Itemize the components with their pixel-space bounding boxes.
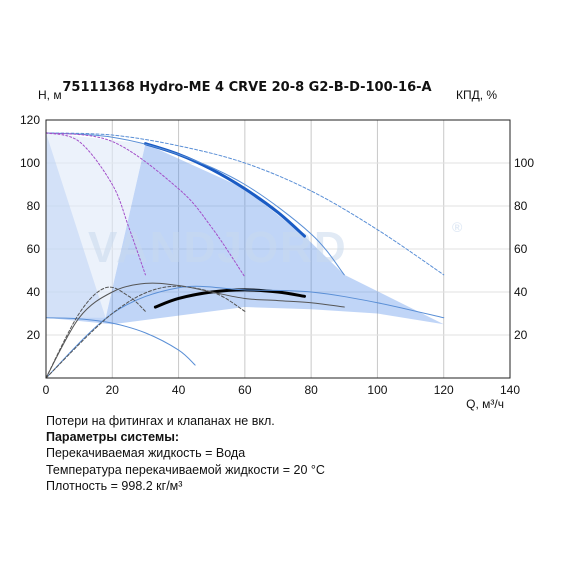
operating-region — [46, 132, 444, 325]
series-speed-curve-2 — [45, 132, 345, 276]
series-efficiency-curve — [153, 288, 307, 309]
note-temperature: Температура перекачиваемой жидкости = 20… — [46, 462, 325, 477]
y2-tick-80: 80 — [514, 199, 528, 213]
y-tick-60: 60 — [27, 242, 41, 256]
series-eff-curve-4 — [45, 285, 246, 379]
y-tick-120: 120 — [20, 113, 40, 127]
operating-region-light — [46, 132, 146, 318]
tick-labels-group: 0 20 40 60 80 100 120 140 20 40 60 80 100 120 20 40 60 80… — [20, 113, 534, 397]
series-eff-curve-3 — [45, 286, 146, 379]
operating-region-group — [46, 132, 444, 325]
chart-title: 75111368 Hydro-ME 4 CRVE 20-8 G2-B-D-100… — [62, 80, 431, 95]
series-violet-curve-2 — [45, 132, 246, 278]
note-losses: Потери на фитингах и клапанах не вкл. — [46, 414, 275, 428]
x-axis-label: Q, м³/ч — [466, 397, 504, 411]
x-tick-80: 80 — [304, 383, 318, 397]
note-system-params-heading: Параметры системы: — [46, 430, 180, 445]
plot-frame — [45, 119, 511, 379]
y2-tick-40: 40 — [514, 285, 528, 299]
note-density: Плотность = 998.2 кг/м³ — [46, 478, 183, 493]
series-group — [45, 132, 445, 379]
x-tick-140: 140 — [500, 383, 520, 397]
y-tick-80: 80 — [27, 199, 41, 213]
x-tick-60: 60 — [238, 383, 252, 397]
y-tick-40: 40 — [27, 285, 41, 299]
y-tick-20: 20 — [27, 328, 41, 342]
y-axis-label: H, м — [38, 88, 62, 102]
x-tick-120: 120 — [434, 383, 454, 397]
series-min-speed-curve — [45, 317, 196, 366]
y2-tick-20: 20 — [514, 328, 528, 342]
axes-group — [45, 119, 511, 379]
y2-axis-label: КПД, % — [456, 88, 497, 102]
watermark-registered-mark: ® — [452, 219, 464, 235]
series-violet-curve-1 — [45, 132, 146, 276]
x-tick-40: 40 — [172, 383, 186, 397]
series-max-speed-curve — [45, 132, 445, 276]
y2-tick-60: 60 — [514, 242, 528, 256]
x-tick-100: 100 — [367, 383, 387, 397]
note-liquid: Перекачиваемая жидкость = Вода — [46, 446, 246, 461]
notes-panel: Потери на фитингах и клапанах не вкл. Па… — [46, 413, 325, 494]
x-tick-20: 20 — [106, 383, 120, 397]
y-tick-100: 100 — [20, 156, 40, 170]
watermark: VANDJORD — [88, 223, 348, 272]
y2-tick-100: 100 — [514, 156, 534, 170]
x-tick-0: 0 — [43, 383, 50, 397]
